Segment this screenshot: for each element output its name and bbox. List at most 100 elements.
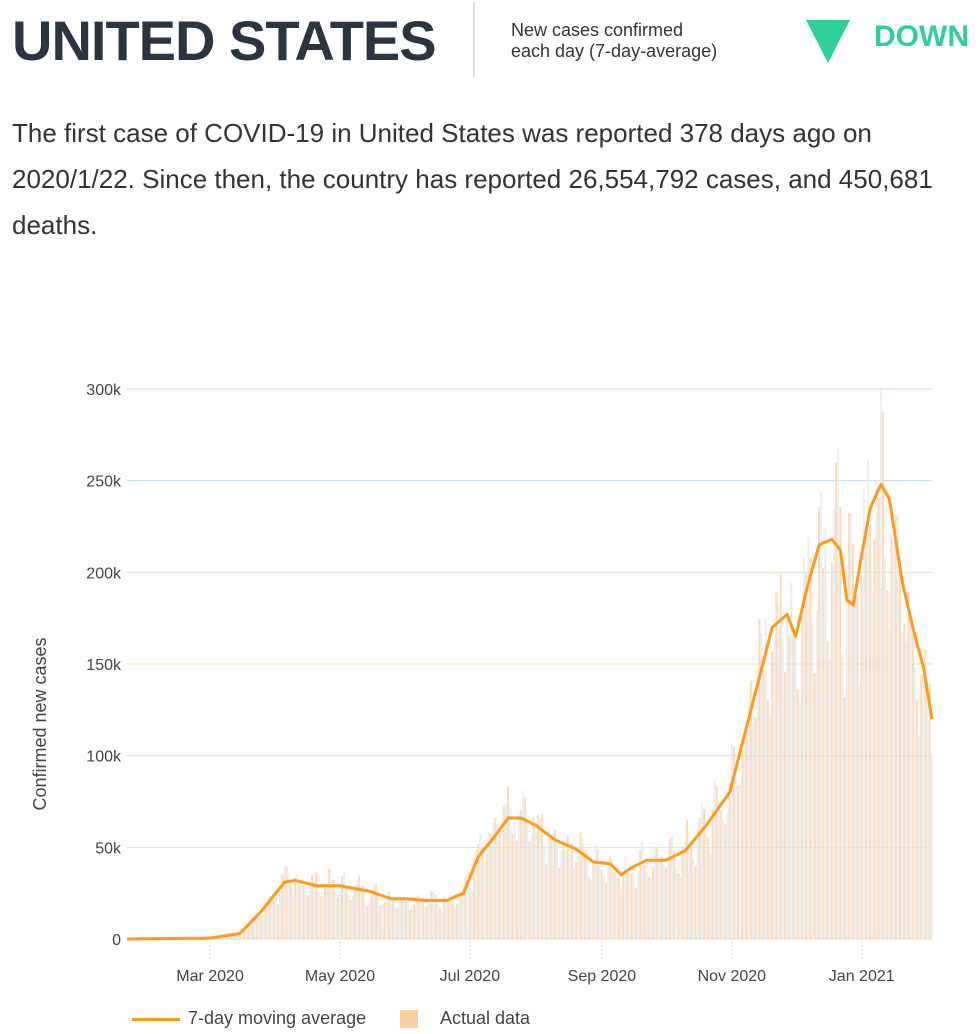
actual-data-bar [675,865,678,939]
actual-data-bar [375,884,378,939]
actual-data-bar [496,823,499,939]
actual-data-bar [600,870,603,939]
actual-data-bar [417,895,420,939]
actual-data-bar [660,857,663,939]
actual-data-bar [321,895,324,939]
actual-data-bar [879,387,882,939]
actual-data-bar [590,879,593,939]
actual-data-bar [645,859,648,939]
actual-data-bar [841,654,844,939]
actual-data-bar [483,863,486,939]
actual-data-bar [783,672,786,939]
actual-data-bar [845,565,848,939]
actual-data-bar [666,861,669,939]
actual-data-bar [756,688,759,939]
actual-data-bar [313,881,316,939]
actual-data-bar [788,635,791,939]
actual-data-bar [447,899,450,939]
actual-data-bar [232,935,235,939]
actual-data-bar [690,847,693,939]
actual-data-bar [850,512,852,939]
actual-data-bar [319,895,322,939]
actual-data-bar [700,803,703,939]
actual-data-bar [754,717,757,939]
actual-data-bar [592,863,595,939]
actual-data-bar [249,921,252,939]
actual-data-bar [907,592,910,939]
actual-data-bar [639,850,642,939]
actual-data-bar [747,704,750,939]
actual-data-bar [536,815,539,939]
actual-data-bar [338,891,341,939]
actual-data-bar [926,683,929,939]
actual-data-bar [532,816,535,939]
actual-data-bar [805,572,808,939]
actual-data-bar [228,935,231,939]
actual-data-bar [769,714,771,939]
actual-data-bar [826,641,829,939]
actual-data-bar [643,865,646,939]
actual-data-bar [877,497,880,939]
actual-data-bar [240,930,243,939]
actual-data-bar [264,902,267,939]
actual-data-bar [818,507,820,939]
actual-data-bar [717,801,720,939]
actual-data-bar [492,823,495,939]
actual-data-bar [553,829,556,939]
actual-data-bar [355,881,358,939]
actual-data-bar [530,835,533,939]
actual-data-bar [852,544,855,939]
legend-actual-data[interactable]: Actual data [400,1008,530,1029]
actual-data-bar [383,902,386,939]
x-tick-label: May 2020 [305,968,375,985]
trend-label: DOWN [874,20,969,53]
actual-data-bar [864,531,867,939]
actual-data-bar [737,785,740,939]
actual-data-bar [353,885,356,939]
actual-data-bar [720,810,723,939]
down-triangle-icon [806,20,850,63]
actual-data-bar [607,865,610,939]
actual-data-bar [436,903,439,939]
actual-data-bar [869,524,872,939]
actual-data-bar [773,640,776,939]
actual-data-bar [903,623,906,939]
actual-data-bar [411,908,414,939]
actual-data-bar [392,900,395,939]
actual-data-bar [654,846,656,939]
actual-data-bar [298,882,301,939]
actual-data-bar [475,849,478,939]
x-tick-label: Mar 2020 [176,968,244,985]
actual-data-bar [766,699,769,939]
actual-data-bar [677,873,680,939]
actual-data-bar [372,885,375,939]
actual-data-bar [901,632,904,939]
actual-data-bar [526,821,529,939]
actual-data-bar [575,861,578,939]
actual-data-bar [426,905,429,939]
actual-data-bar [664,867,667,939]
actual-data-bar [688,843,691,939]
legend-moving-average[interactable]: 7-day moving average [132,1008,366,1029]
actual-data-bar [634,888,637,939]
actual-data-bar [534,830,537,939]
actual-data-bar [843,696,846,939]
actual-data-bar [609,856,612,939]
actual-data-bar [794,638,797,939]
actual-data-bar [260,915,263,939]
actual-data-bar [470,891,473,939]
actual-data-bar [381,904,384,939]
actual-data-bar [566,835,569,939]
actual-data-bar [871,591,874,939]
actual-data-bar [777,606,780,939]
actual-data-bar [458,895,461,939]
actual-data-bar [270,897,273,939]
actual-data-bar [596,849,599,939]
actual-data-bar [715,786,718,939]
actual-data-bar [266,900,269,939]
actual-data-bar [749,680,752,939]
actual-data-bar [739,783,742,939]
actual-data-bar [539,818,541,939]
actual-data-bar [349,899,352,939]
